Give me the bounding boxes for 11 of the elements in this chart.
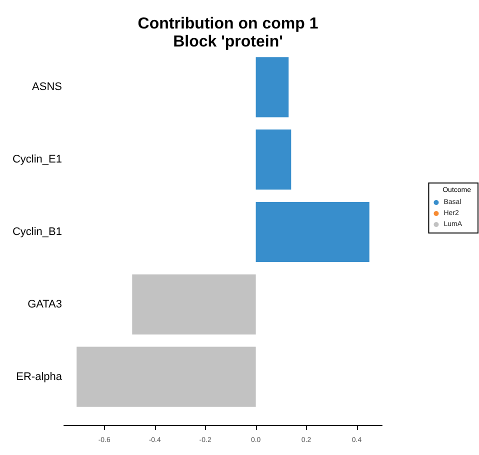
bar (256, 130, 292, 190)
y-tick-label: Cyclin_E1 (12, 154, 62, 166)
bar (256, 57, 289, 118)
bar (256, 202, 370, 262)
y-tick-label: ASNS (32, 81, 62, 94)
y-tick-label: GATA3 (28, 298, 62, 310)
y-tick-label: Cyclin_B1 (12, 226, 62, 238)
bar (132, 274, 256, 334)
y-tick-label: ER-alpha (16, 370, 63, 383)
bar (76, 346, 256, 407)
chart-title: Contribution on comp 1 Block 'protein' (138, 16, 318, 50)
